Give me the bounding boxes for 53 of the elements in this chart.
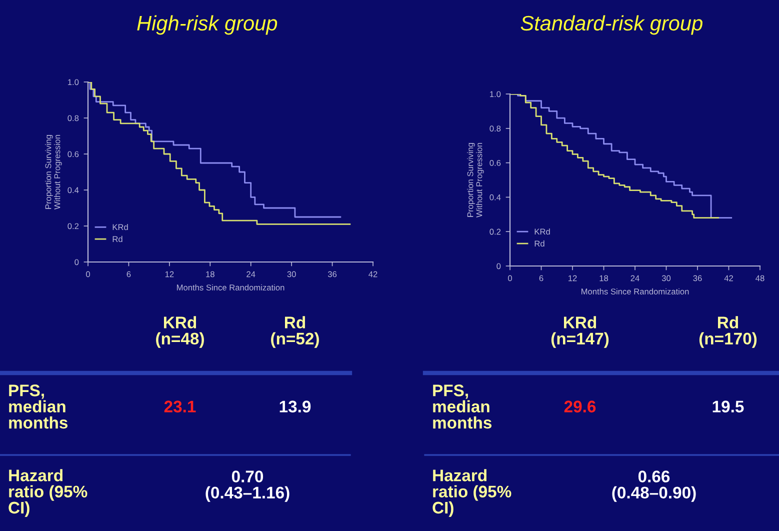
y-tick-label: 0.8 (68, 115, 79, 122)
legend-label: Rd (112, 236, 122, 242)
text: 23.1 (164, 400, 196, 412)
text: PFS, median months (9, 384, 68, 429)
chart-title: Standard-risk group (520, 15, 702, 35)
x-tick-label: 0 (508, 275, 512, 282)
x-tick-label: 36 (328, 271, 337, 278)
text: Hazard ratio (95% CI) (8, 469, 88, 517)
text: Hazard ratio (95% CI) (432, 469, 512, 517)
text: 19.5 (712, 400, 744, 412)
legend-label: KRd (112, 224, 128, 230)
y-tick-label: 0.8 (490, 126, 501, 132)
x-tick-label: 24 (630, 275, 640, 282)
text: 0.66 (0.48–0.90) (612, 470, 696, 502)
x-tick-label: 30 (287, 271, 296, 278)
y-tick-label: 0.6 (68, 151, 79, 158)
y-tick-label: 0.4 (68, 187, 79, 194)
y-tick-label: 0 (496, 263, 501, 270)
text: 13.9 (280, 400, 311, 412)
x-tick-label: 12 (165, 271, 174, 278)
y-tick-label: 0.4 (490, 194, 501, 200)
text: 29.6 (564, 400, 596, 412)
x-tick-label: 30 (662, 275, 671, 282)
x-axis-title: Months Since Randomization (176, 284, 284, 290)
y-tick-label: 1.0 (68, 79, 79, 86)
y-axis-title: Proportion Surviving Without Progression (467, 143, 484, 218)
x-tick-label: 6 (126, 271, 131, 278)
legend-label: Rd (534, 240, 544, 247)
x-tick-label: 24 (246, 271, 256, 278)
x-tick-label: 36 (693, 275, 702, 282)
x-tick-label: 42 (724, 275, 733, 282)
x-tick-label: 18 (600, 275, 608, 282)
y-tick-label: 0 (74, 259, 79, 266)
text: PFS, median months (433, 384, 492, 429)
x-tick-label: 12 (568, 275, 577, 282)
text: Rd (n=170) (699, 316, 757, 348)
chart-title: High-risk group (137, 15, 278, 35)
x-axis-title: Months Since Randomization (581, 288, 689, 294)
y-tick-label: 0.2 (490, 228, 501, 235)
x-tick-label: 18 (206, 271, 214, 278)
legend-label: KRd (534, 228, 550, 235)
y-tick-label: 0.2 (68, 223, 79, 230)
text: 0.70 (0.43–1.16) (206, 470, 290, 502)
text: KRd (n=147) (551, 316, 609, 348)
x-tick-label: 48 (756, 275, 764, 282)
y-tick-label: 0.6 (490, 160, 501, 166)
x-tick-label: 0 (86, 271, 90, 278)
text: KRd (n=48) (156, 316, 204, 348)
y-axis-title: Proportion Surviving Without Progression (45, 135, 62, 210)
x-tick-label: 42 (368, 271, 378, 278)
x-tick-label: 6 (539, 275, 544, 282)
y-tick-label: 1.0 (490, 91, 501, 98)
text: Rd (n=52) (271, 316, 319, 348)
